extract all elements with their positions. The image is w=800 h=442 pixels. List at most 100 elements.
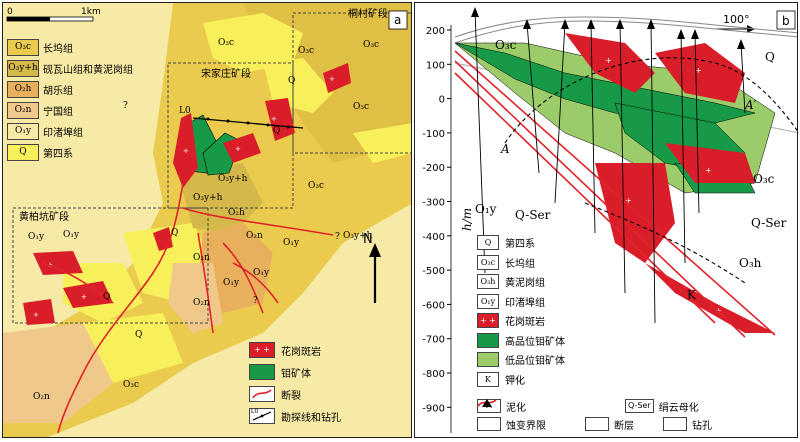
label-K: K <box>687 288 697 302</box>
section-legend-swatch: Q <box>477 235 499 251</box>
svg-text:+: + <box>33 311 39 319</box>
bottom-legend-text: 断层 <box>614 420 634 432</box>
map-label: O₁y <box>283 238 300 248</box>
map-label: ? <box>253 296 258 306</box>
unit-O2n-southwest <box>3 323 113 423</box>
section-legend-text: 花岗斑岩 <box>505 317 545 329</box>
symbol-legend: + + 花岗斑岩 钼矿体 断裂 L0 勘探线和钻孔 <box>249 339 409 427</box>
section-legend-bottom-item: 断层 <box>477 399 655 433</box>
azimuth-arrow-head <box>747 25 755 33</box>
section-legend-bottom-item: 蚀变界限 <box>477 399 577 433</box>
cross-section: b 100° 200 100 0 -100 -200 -300 -400 -500 -600 -7… <box>422 7 797 433</box>
section-legend-swatch: K <box>477 371 499 387</box>
cross-section-panel: b 100° 200 100 0 -100 -200 -300 -400 -500 -600 -7… <box>414 2 798 438</box>
section-legend-swatch: O₁y <box>477 293 499 309</box>
label-O3h: O₃h <box>739 256 762 270</box>
y-tick-label: -300 <box>422 198 445 209</box>
unit-legend-row: O₂n 宁国组 <box>7 100 157 121</box>
map-label: O₁y <box>28 232 45 242</box>
section-legend: Q 第四系 O₃c 长坞组 O₃h 黄泥岗组 O₁y 印渚埠组 + + 花岗斑岩 高品位钼矿体 低品位… <box>477 233 617 389</box>
bottom-legend-text: 泥化 <box>506 402 526 414</box>
svg-text:+: + <box>695 66 702 75</box>
unit-legend-text: 印渚埠组 <box>43 128 83 139</box>
section-legend-text: 低品位钼矿体 <box>505 356 565 368</box>
granite-3 <box>323 63 351 93</box>
svg-text:+: + <box>235 145 241 153</box>
section-legend-text: 钾化 <box>505 375 525 387</box>
y-tick-label: -500 <box>422 266 445 277</box>
symbol-legend-row: + + 花岗斑岩 <box>249 339 409 361</box>
map-label: O₂h <box>228 208 245 218</box>
y-axis-title: h/m <box>460 208 474 231</box>
unit-legend-text: 宁国组 <box>43 107 73 118</box>
ore-swatch <box>249 364 275 380</box>
north-label: N <box>363 232 373 247</box>
svg-text:+: + <box>625 196 632 205</box>
symbol-legend-row: 断裂 <box>249 383 409 405</box>
granite-crosses-b: + + + + + <box>605 56 722 315</box>
unit-swatch: Q <box>7 144 39 161</box>
section-legend-row: O₃h 黄泥岗组 <box>477 272 617 292</box>
unit-legend-row: O₁y 印渚埠组 <box>7 121 157 142</box>
section-legend-swatch: O₃c <box>477 254 499 270</box>
scale-start: 0 <box>7 7 13 17</box>
map-label: O₃c <box>298 46 314 56</box>
line-swatch: L0 <box>249 408 275 424</box>
azimuth-label: 100° <box>723 13 750 26</box>
y-tick-label: -400 <box>422 232 445 243</box>
map-label: O₃c <box>353 102 369 112</box>
panel-label-box <box>776 10 796 30</box>
granite-6 <box>63 281 113 308</box>
map-label: O₃c <box>308 181 324 191</box>
map-label: O₃c <box>363 40 379 50</box>
map-label: Q <box>273 126 280 136</box>
map-label: O₂n <box>246 231 263 241</box>
alteration-boundary-2 <box>584 202 746 284</box>
map-label: O₃c <box>123 380 139 390</box>
fault-swatch <box>249 386 275 402</box>
unit-O3yh-area <box>178 163 263 233</box>
symbol-legend-text: 花岗斑岩 <box>281 346 321 358</box>
map-label: ? <box>123 101 128 111</box>
section-legend-row: 低品位钼矿体 <box>477 350 617 370</box>
section-legend-bottom-item: 钻孔 <box>482 399 733 433</box>
bottom-legend-swatch <box>477 399 609 431</box>
map-label: O₃y+h <box>343 231 373 241</box>
granite-body-2 <box>655 43 745 103</box>
section-legend-swatch: + + <box>477 313 499 329</box>
drill-hole-heads <box>471 7 745 49</box>
map-label: Q <box>288 76 295 86</box>
scale-bar-black <box>7 17 50 21</box>
y-tick-label: -600 <box>422 300 445 311</box>
svg-text:+: + <box>705 166 712 175</box>
line-code: L0 <box>251 408 259 415</box>
map-unit-labels: O₃c O₃c O₃c O₃c O₃c O₃c Q Q Q Q Q O₃y+h … <box>28 38 379 402</box>
section-legend-text: 印渚埠组 <box>505 297 545 309</box>
unit-swatch: O₂n <box>7 102 39 119</box>
section-label-songjiazhuang: 宋家庄矿段 <box>201 67 251 80</box>
bottom-legend-swatch <box>482 399 687 431</box>
unit-swatch: O₂h <box>7 81 39 98</box>
map-label: O₂n <box>193 253 210 263</box>
granite-body-1 <box>565 33 655 93</box>
section-legend-row: K 钾化 <box>477 370 617 390</box>
map-label: O₁y <box>63 230 80 240</box>
y-tick-label: -200 <box>422 163 445 174</box>
map-label: O₃y+h <box>193 193 223 203</box>
unit-Q-north <box>203 13 303 73</box>
unit-swatch: O₃y+h <box>7 60 39 77</box>
map-label: O₂n <box>33 392 50 402</box>
granite-body-3 <box>595 163 675 263</box>
y-tick-label: -900 <box>422 403 445 414</box>
unit-legend-text: 长坞组 <box>43 44 73 55</box>
topography-line <box>454 16 797 38</box>
y-tick-label: -100 <box>422 129 445 140</box>
label-Q: Q <box>765 50 775 64</box>
y-tick-label: 200 <box>426 26 445 37</box>
label-QSer-right: Q-Ser <box>751 216 787 230</box>
section-legend-bottom-item: A泥化 <box>477 397 617 415</box>
granite-7 <box>23 299 55 325</box>
symbol-legend-text: 钼矿体 <box>281 368 311 380</box>
topography-line-2 <box>454 20 797 44</box>
unit-legend: O₃c 长坞组 O₃y+h 砚瓦山组和黄泥岗组 O₂h 胡乐组 O₂n 宁国组 O₁y 印渚埠组 Q… <box>7 37 157 163</box>
